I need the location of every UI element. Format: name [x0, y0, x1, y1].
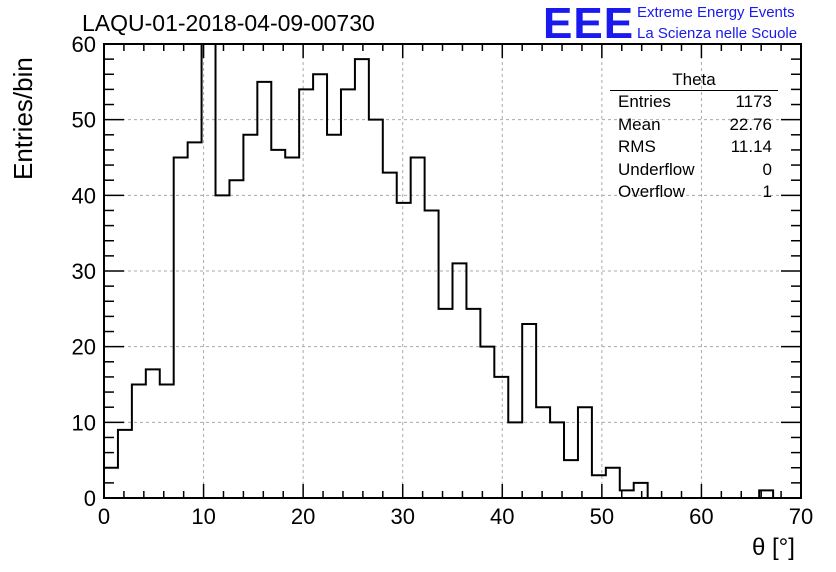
- histogram-bin: [536, 407, 550, 498]
- x-tick-label: 70: [789, 504, 813, 529]
- stats-value: 1173: [735, 92, 772, 111]
- histogram-bin: [508, 422, 522, 498]
- histogram-bin: [564, 460, 578, 498]
- histogram-bin: [313, 74, 327, 498]
- histogram-bin: [188, 142, 202, 498]
- stats-value: 11.14: [730, 137, 772, 156]
- x-tick-label: 10: [191, 504, 215, 529]
- stats-row-underflow: Underflow 0: [610, 159, 778, 182]
- y-tick-label: 50: [72, 108, 96, 133]
- histogram-bin: [383, 173, 397, 498]
- histogram-bin: [606, 468, 620, 498]
- histogram-bin: [146, 369, 160, 498]
- histogram-bin: [271, 150, 285, 498]
- y-tick-label: 40: [72, 183, 96, 208]
- y-tick-label: 30: [72, 259, 96, 284]
- y-tick-label: 20: [72, 335, 96, 360]
- x-tick-label: 40: [490, 504, 514, 529]
- histogram-bin: [229, 180, 243, 498]
- histogram-bin: [216, 195, 230, 498]
- histogram-bin: [355, 59, 369, 498]
- histogram-bin: [174, 158, 188, 499]
- histogram-bin: [634, 483, 648, 498]
- x-tick-label: 0: [98, 504, 110, 529]
- y-tick-label: 60: [72, 32, 96, 57]
- stats-value: 1: [762, 182, 772, 201]
- logo-subtitle-2: La Scienza nelle Scuole: [637, 25, 798, 42]
- chart-title: LAQU-01-2018-04-09-00730: [82, 10, 375, 36]
- stats-row-entries: Entries 1173: [610, 91, 778, 114]
- eee-logo: EEE: [543, 0, 635, 48]
- histogram-bin: [439, 309, 453, 498]
- histogram-bin: [327, 135, 341, 498]
- logo-subtitle-1: Extreme Energy Events: [637, 4, 795, 21]
- histogram-bin: [411, 158, 425, 499]
- stats-row-overflow: Overflow 1: [610, 181, 778, 204]
- histogram-bin: [494, 377, 508, 498]
- histogram-bin: [299, 89, 313, 498]
- y-tick-label: 10: [72, 410, 96, 435]
- histogram-bin: [480, 347, 494, 498]
- histogram-bin: [243, 135, 257, 498]
- histogram-bin: [160, 385, 174, 499]
- histogram-bin: [466, 309, 480, 498]
- histogram-bin: [550, 422, 564, 498]
- y-tick-label: 0: [84, 486, 96, 511]
- x-tick-label: 20: [291, 504, 315, 529]
- histogram-bin: [592, 475, 606, 498]
- stats-row-rms: RMS 11.14: [610, 136, 778, 159]
- stats-label: RMS: [618, 137, 656, 156]
- x-tick-label: 30: [390, 504, 414, 529]
- histogram-bin: [453, 263, 467, 498]
- histogram-bin: [341, 89, 355, 498]
- x-axis-label: θ [°]: [752, 534, 795, 561]
- histogram-bin: [257, 82, 271, 498]
- stats-label: Underflow: [618, 159, 695, 179]
- histogram-bin: [202, 44, 216, 498]
- histogram-bin: [132, 385, 146, 499]
- histogram-bin: [369, 120, 383, 498]
- histogram-bin: [285, 158, 299, 499]
- stats-value: 0: [762, 159, 772, 179]
- stats-title: Theta: [610, 70, 778, 91]
- histogram-bin: [425, 210, 439, 498]
- histogram-bin: [578, 407, 592, 498]
- stats-box: Theta Entries 1173 Mean 22.76 RMS 11.14 Und…: [610, 70, 778, 204]
- stats-label: Mean: [618, 114, 661, 134]
- stats-value: 22.76: [729, 114, 772, 134]
- stats-row-mean: Mean 22.76: [610, 114, 778, 137]
- stats-label: Entries: [618, 92, 671, 111]
- y-axis-label: Entries/bin: [8, 57, 38, 180]
- histogram-bin: [118, 430, 132, 498]
- histogram-bin: [522, 324, 536, 498]
- histogram-bin: [397, 203, 411, 498]
- stats-label: Overflow: [618, 182, 686, 201]
- x-tick-label: 50: [590, 504, 614, 529]
- x-tick-label: 60: [689, 504, 713, 529]
